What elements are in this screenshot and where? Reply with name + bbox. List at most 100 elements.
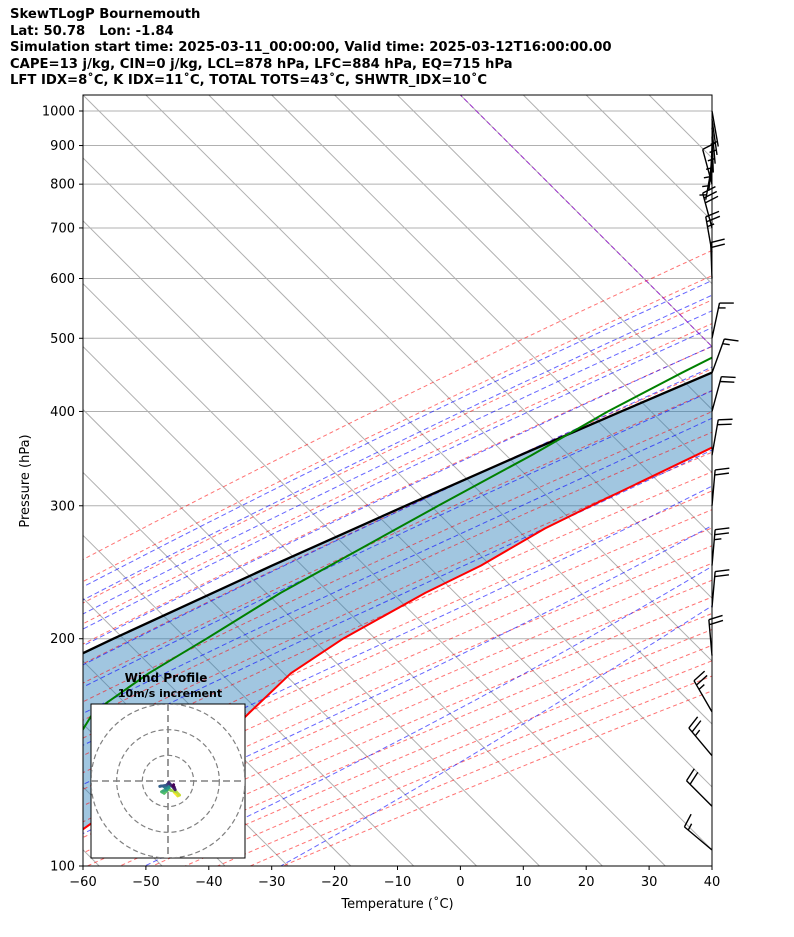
y-tick-label: 500: [50, 332, 75, 347]
wind-barbs: [683, 110, 739, 851]
isotherm-line: [711, 95, 712, 96]
y-axis-label: Pressure (hPa): [18, 434, 33, 527]
hodograph-subtitle: 10m/s increment: [118, 687, 222, 700]
x-tick-label: −10: [384, 875, 411, 890]
wind-barb-staff: [711, 419, 719, 456]
dry-adiabat: [83, 249, 712, 561]
isotherm-line: [522, 95, 712, 285]
wind-barb-staff: [708, 619, 713, 656]
dry-adiabat: [83, 451, 712, 739]
wind-barb-staff: [686, 780, 713, 807]
isotherm-line: [334, 95, 712, 474]
parcel-line: [83, 371, 712, 655]
wind-barb-feather: [685, 768, 695, 782]
wind-barb-staff: [702, 192, 713, 229]
y-tick-label: 300: [50, 499, 75, 514]
moist-adiabat: [83, 449, 712, 746]
wind-barb-half-feather: [698, 684, 705, 690]
x-tick-label: 0: [456, 875, 464, 890]
wind-barb: [702, 186, 719, 229]
moist-adiabat: [83, 294, 712, 601]
wind-barb-feather: [706, 215, 721, 223]
x-tick-label: −20: [321, 875, 348, 890]
wind-barb-feather: [696, 674, 708, 686]
isotherm-line: [83, 95, 712, 725]
isotherm-line: [83, 534, 415, 866]
wind-barb-staff: [711, 529, 716, 566]
wind-barb-feather: [702, 186, 716, 194]
wind-barb-feather: [689, 771, 699, 785]
wind-barb-staff: [711, 571, 716, 608]
x-tick-label: −60: [69, 875, 96, 890]
wind-barb: [711, 527, 730, 566]
y-tick-label: 100: [50, 860, 75, 875]
wind-barb-feather: [683, 813, 692, 828]
wind-barb-feather: [710, 243, 725, 249]
wind-barb-staff: [711, 127, 716, 164]
wind-barb-feather: [708, 614, 723, 621]
wind-barb-feather: [717, 423, 732, 426]
isotherm-line: [648, 95, 712, 159]
x-tick-label: 30: [641, 875, 658, 890]
wind-barb-feather: [715, 467, 730, 471]
dry-adiabat: [83, 490, 712, 774]
wind-barb-staff: [711, 469, 716, 506]
wind-barb: [711, 418, 733, 456]
moist-adiabat: [83, 366, 712, 666]
wind-barb-feather: [714, 574, 729, 578]
wind-barb-feather: [714, 532, 729, 536]
wind-barb-staff: [711, 136, 714, 173]
wind-barb-half-feather: [714, 538, 722, 541]
hodograph-segment: [171, 783, 176, 788]
dry-adiabat: [83, 471, 712, 757]
wind-barb: [711, 338, 739, 374]
moist-adiabat: [83, 345, 712, 647]
isotherm-line: [83, 220, 712, 851]
wind-barb: [702, 142, 716, 185]
wind-barb-staff: [711, 376, 722, 412]
wind-barb-feather: [704, 195, 719, 204]
wind-barb-feather: [719, 380, 735, 383]
wind-barb-staff: [710, 242, 713, 279]
wind-barb-staff: [711, 338, 725, 374]
wind-barb-staff: [705, 164, 713, 200]
wind-barb-feather: [721, 375, 736, 379]
x-tick-label: 20: [578, 875, 595, 890]
wind-barb-staff: [683, 826, 713, 851]
y-tick-label: 700: [50, 221, 75, 236]
wind-barb-feather: [718, 418, 733, 421]
isotherm-line: [83, 157, 712, 788]
wind-barb-feather: [714, 472, 729, 476]
wind-barb: [710, 238, 725, 279]
moist-adiabat: [83, 279, 712, 588]
axis-ticks: −60 −50 −40 −30 −20 −10 0 10 20 30 40 100 200 300 400 5…: [42, 104, 720, 890]
isotherm-line: [83, 471, 477, 866]
wind-barb-staff: [688, 727, 713, 757]
x-tick-label: −50: [132, 875, 159, 890]
hodograph-plot: [91, 704, 245, 858]
y-tick-label: 400: [50, 405, 75, 420]
wind-barb-feather: [715, 527, 730, 531]
x-tick-label: −40: [195, 875, 222, 890]
moist-adiabat: [83, 390, 712, 688]
wind-barb-staff: [693, 680, 713, 713]
y-tick-label: 200: [50, 632, 75, 647]
wind-barb-feather: [702, 142, 716, 151]
hodograph-title: Wind Profile: [125, 671, 208, 685]
wind-barb-half-feather: [694, 729, 701, 737]
wind-barb-staff: [702, 149, 713, 185]
dry-adiabat: [83, 299, 712, 604]
wind-barb: [711, 569, 730, 608]
wind-barb: [711, 467, 730, 506]
dry-adiabat: [83, 368, 712, 665]
wind-barb-feather: [705, 210, 720, 218]
wind-barb-feather: [691, 720, 702, 733]
zero-isotherm: [460, 95, 712, 348]
wind-barb-feather: [715, 569, 730, 573]
wind-barb-half-feather: [722, 342, 730, 346]
isotherm-line: [83, 408, 540, 866]
wind-barb: [708, 614, 724, 656]
x-axis-label: Temperature (˚C): [340, 896, 453, 912]
wind-barb: [683, 813, 713, 851]
y-tick-label: 600: [50, 272, 75, 287]
